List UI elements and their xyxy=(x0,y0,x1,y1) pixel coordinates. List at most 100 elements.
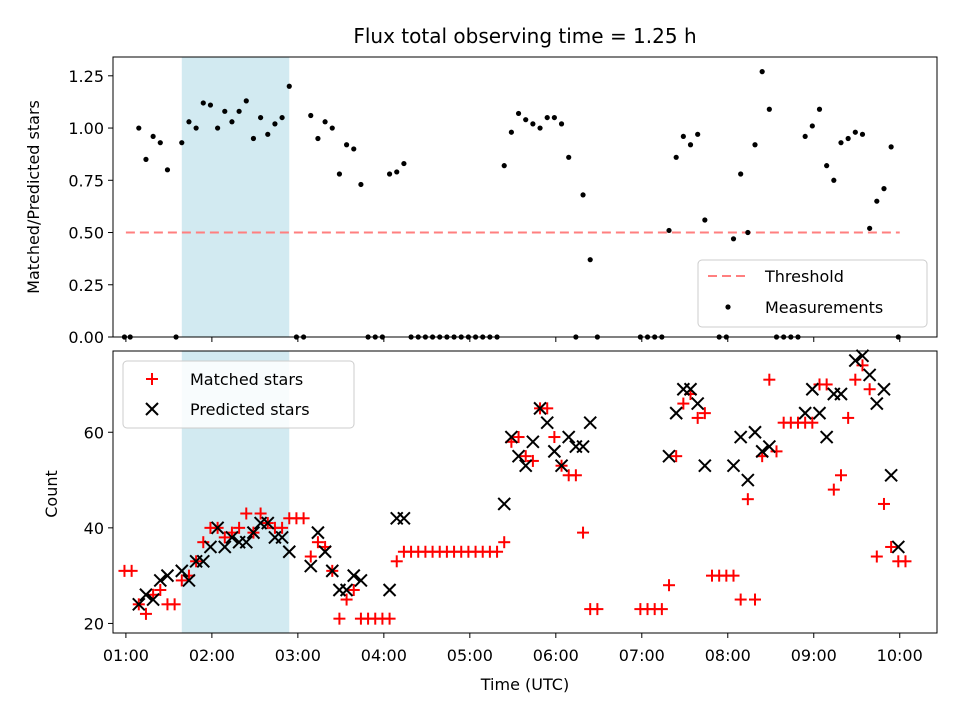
predicted-stars-point xyxy=(662,449,676,463)
predicted-stars-point xyxy=(870,396,884,411)
predicted-stars-point-b xyxy=(526,435,540,449)
predicted-stars-point xyxy=(225,530,239,545)
matched-stars-point xyxy=(333,612,346,625)
measurements-point xyxy=(838,140,844,146)
measurements-point xyxy=(286,83,292,89)
predicted-stars-point xyxy=(526,435,540,449)
measurements-point xyxy=(759,69,765,75)
measurements-point xyxy=(207,102,214,108)
predicted-stars-point xyxy=(669,406,683,420)
predicted-stars-point-b xyxy=(497,497,511,511)
measurements-point xyxy=(816,106,823,112)
top-y-axis-label: Matched/Predicted stars xyxy=(24,100,43,294)
predicted-stars-point-b xyxy=(218,540,232,554)
matched-stars-point xyxy=(154,583,167,596)
predicted-stars-point xyxy=(755,444,769,459)
measurements-point xyxy=(580,192,586,198)
predicted-stars-point-b xyxy=(798,406,812,420)
measurements-point xyxy=(766,106,772,112)
predicted-stars-point xyxy=(733,430,748,444)
measurements-point xyxy=(394,169,400,175)
measurements-point xyxy=(888,144,894,150)
predicted-stars-point-b xyxy=(741,473,755,487)
measurements-point xyxy=(186,119,192,125)
matched-stars-point xyxy=(383,612,396,625)
predicted-stars-point xyxy=(834,387,848,401)
matched-stars-point xyxy=(498,536,511,549)
measurements-point xyxy=(200,100,206,106)
x-tick-label: 03:00 xyxy=(275,646,321,665)
predicted-stars-point-b xyxy=(540,415,554,430)
measurements-point xyxy=(809,123,815,129)
matched-stars-point xyxy=(233,521,246,534)
measurements-point xyxy=(265,131,271,137)
predicted-stars-point xyxy=(354,573,368,588)
matched-stars-point xyxy=(541,402,554,415)
predicted-stars-point-b xyxy=(246,525,261,540)
legend-matched-label: Matched stars xyxy=(190,370,303,389)
predicted-stars-point-b xyxy=(504,430,519,444)
predicted-stars-point xyxy=(848,353,863,368)
measurements-point xyxy=(802,133,808,140)
predicted-stars-point xyxy=(741,473,755,487)
matched-stars-point xyxy=(347,583,360,596)
predicted-stars-point-b xyxy=(210,521,225,535)
predicted-stars-point-b xyxy=(726,459,741,473)
x-tick-label: 05:00 xyxy=(447,646,493,665)
measurements-point xyxy=(544,114,550,121)
top-legend: Threshold Measurements xyxy=(697,259,928,328)
predicted-stars-point-b xyxy=(139,588,153,602)
matched-stars-point xyxy=(842,411,855,424)
predicted-stars-point xyxy=(339,583,354,597)
matched-stars-point xyxy=(218,531,231,544)
measurements-point xyxy=(236,108,242,114)
measurements-point xyxy=(515,110,522,117)
predicted-stars-point xyxy=(175,564,189,578)
predicted-stars-point xyxy=(160,568,175,583)
predicted-stars-point-b xyxy=(282,545,296,559)
predicted-stars-point xyxy=(862,368,877,382)
predicted-stars-point xyxy=(497,497,511,511)
measurements-point xyxy=(587,257,593,263)
predicted-stars-point-b xyxy=(182,573,196,588)
measurements-point xyxy=(831,177,837,183)
predicted-stars-point-b xyxy=(848,353,863,368)
bottom-panel: 20 40 60 01:00 02:00 03:00 04:00 05:00 06:00 07:0… xyxy=(84,349,938,665)
predicted-stars-point-b xyxy=(877,382,891,396)
matched-stars-point xyxy=(526,454,539,467)
top-shaded-span xyxy=(181,57,290,337)
predicted-stars-point xyxy=(812,406,827,420)
matched-stars-point xyxy=(770,445,783,458)
measurements-point xyxy=(272,121,278,127)
predicted-stars-point-b xyxy=(304,559,318,573)
top-y-tick-label: 0.50 xyxy=(68,224,104,243)
measurements-point xyxy=(824,163,830,169)
x-tick-label: 09:00 xyxy=(791,646,837,665)
predicted-stars-point xyxy=(540,415,554,430)
measurements-point xyxy=(859,131,866,137)
matched-stars-point xyxy=(297,512,310,525)
predicted-stars-point-b xyxy=(533,401,547,416)
matched-stars-point xyxy=(827,483,840,496)
predicted-stars-point xyxy=(683,382,698,396)
bottom-y-tick-label: 60 xyxy=(84,423,104,442)
predicted-stars-point-b xyxy=(146,592,160,607)
measurements-point xyxy=(258,114,264,121)
measurements-point xyxy=(673,154,679,160)
chart-title: Flux total observing time = 1.25 h xyxy=(353,24,696,48)
measurements-point xyxy=(250,135,257,142)
measurements-point xyxy=(508,129,514,135)
predicted-stars-point-b xyxy=(683,382,698,396)
legend-measurements-swatch xyxy=(725,304,731,310)
top-y-tick-label: 0.75 xyxy=(68,171,104,190)
matched-stars-point xyxy=(548,431,561,444)
predicted-stars-point xyxy=(891,540,906,554)
predicted-stars-point xyxy=(511,449,526,463)
predicted-stars-point-b xyxy=(870,396,884,411)
matched-stars-point xyxy=(863,383,876,396)
matched-stars-point xyxy=(670,450,683,463)
measurements-point xyxy=(738,171,744,177)
measurements-point xyxy=(845,135,851,142)
measurements-point xyxy=(401,160,407,167)
bottom-y-tick-label: 20 xyxy=(84,614,104,633)
